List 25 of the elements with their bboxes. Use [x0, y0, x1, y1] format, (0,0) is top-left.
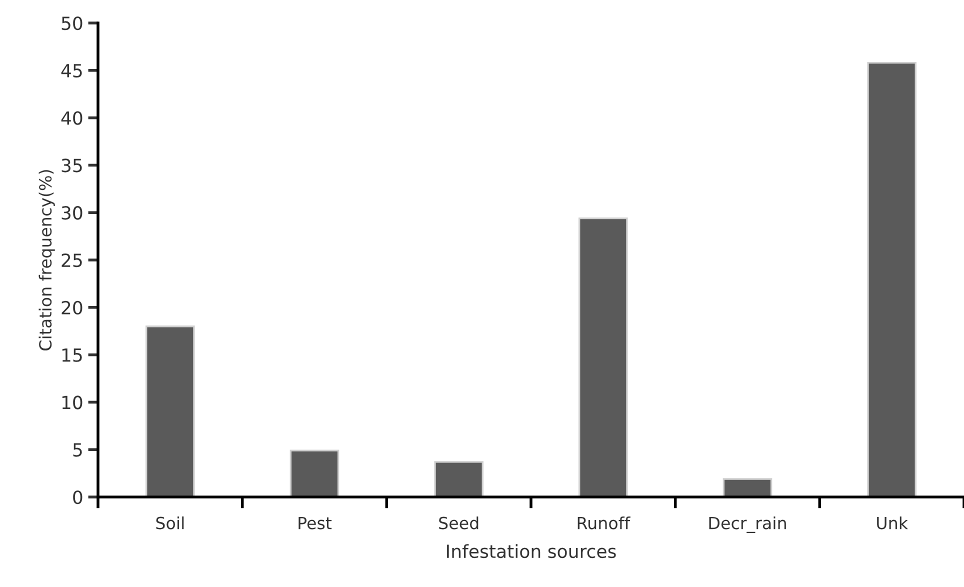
- y-tick-label: 45: [61, 64, 82, 78]
- y-tick-label: 10: [62, 396, 82, 410]
- x-tick-label: Runoff: [578, 516, 630, 530]
- y-tick-label: 5: [73, 443, 82, 457]
- y-tick-label: 40: [61, 111, 82, 125]
- x-axis-title: Infestation sources: [447, 544, 616, 558]
- x-tick-label: Soil: [156, 516, 184, 530]
- y-tick-label: 20: [62, 300, 82, 315]
- bar: [290, 450, 340, 497]
- x-tick-label: Pest: [298, 516, 332, 530]
- x-tick-label: Unk: [877, 516, 908, 530]
- y-tick-label: 30: [62, 206, 82, 220]
- y-tick-label: 25: [62, 253, 82, 268]
- y-axis-title: Citation frequency(%): [38, 170, 55, 350]
- y-tick-label: 35: [62, 158, 82, 172]
- y-tick-label: 15: [62, 348, 82, 362]
- y-tick-label: 0: [73, 490, 82, 504]
- x-tick-label: Seed: [439, 516, 478, 530]
- bar: [146, 326, 195, 497]
- bar: [578, 217, 628, 497]
- y-tick-label: 50: [62, 16, 82, 30]
- x-tick-label: Decr_rain: [709, 516, 786, 534]
- bar: [434, 461, 484, 497]
- bar: [867, 62, 916, 497]
- bar: [722, 478, 772, 497]
